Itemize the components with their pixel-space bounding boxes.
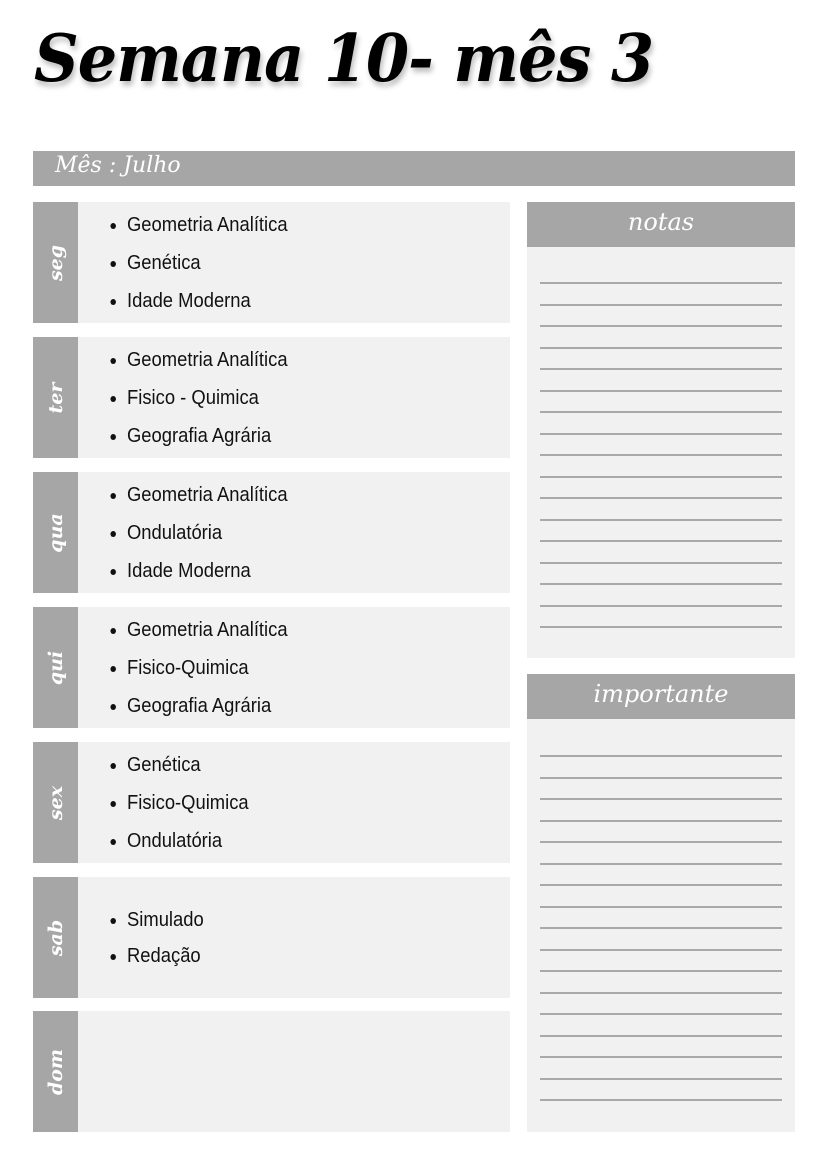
writing-line (540, 841, 782, 843)
writing-line (540, 862, 782, 865)
writing-line (540, 518, 782, 521)
month-bar: Mês : Julho (33, 151, 795, 186)
writing-line (540, 755, 782, 757)
writing-line (540, 1013, 782, 1015)
day-row-dom: dom (33, 1011, 510, 1132)
important-header: importante (527, 674, 795, 719)
task-list: Geometria AnalíticaGenéticaIdade Moderna (105, 206, 302, 320)
day-label: dom (44, 1048, 67, 1095)
task-item: Ondulatória (127, 822, 249, 860)
task-list: SimuladoRedação (105, 902, 210, 974)
task-item: Fisico - Quimica (127, 379, 288, 417)
task-item: Idade Moderna (127, 282, 288, 320)
day-label-strip: seg (33, 202, 78, 323)
task-item: Geometria Analítica (127, 611, 288, 649)
day-label: seg (44, 244, 67, 281)
day-row-qui: qui Geometria AnalíticaFisico-QuimicaGeog… (33, 607, 510, 728)
writing-line (540, 819, 782, 822)
writing-line (540, 1056, 782, 1058)
day-label: qui (44, 650, 67, 685)
day-row-qua: qua Geometria AnalíticaOndulatóriaIdade M… (33, 472, 510, 593)
task-item: Redação (127, 938, 204, 974)
task-item: Simulado (127, 902, 204, 938)
writing-line (540, 325, 782, 327)
writing-line (540, 432, 782, 435)
task-item: Fisico-Quimica (127, 784, 249, 822)
writing-line (540, 282, 782, 284)
page-title: Semana 10- mês 3 (34, 20, 654, 97)
writing-line (540, 411, 782, 413)
writing-line (540, 905, 782, 908)
day-label: sab (44, 919, 67, 956)
writing-line (540, 1099, 782, 1101)
day-label: qua (44, 512, 67, 553)
task-item: Genética (127, 746, 249, 784)
writing-line (540, 948, 782, 951)
task-item: Geometria Analítica (127, 341, 288, 379)
task-item: Geometria Analítica (127, 206, 288, 244)
task-item: Geografia Agrária (127, 687, 288, 725)
task-item: Geometria Analítica (127, 476, 288, 514)
writing-line (540, 346, 782, 349)
writing-line (540, 884, 782, 886)
writing-line (540, 1034, 782, 1037)
task-list: Geometria AnalíticaFisico - QuimicaGeogr… (105, 341, 302, 455)
task-item: Genética (127, 244, 288, 282)
task-list: Geometria AnalíticaFisico-QuimicaGeograf… (105, 611, 302, 725)
writing-line (540, 368, 782, 370)
notes-header: notas (527, 202, 795, 247)
writing-line (540, 583, 782, 585)
day-label-strip: sex (33, 742, 78, 863)
writing-line (540, 991, 782, 994)
notes-panel: notas (527, 202, 795, 658)
day-label-strip: qui (33, 607, 78, 728)
day-row-sex: sex GenéticaFisico-QuimicaOndulatória (33, 742, 510, 863)
task-item: Fisico-Quimica (127, 649, 288, 687)
task-item: Geografia Agrária (127, 417, 288, 455)
day-label-strip: ter (33, 337, 78, 458)
writing-line (540, 454, 782, 456)
day-label: ter (44, 382, 67, 413)
writing-line (540, 604, 782, 607)
task-list: GenéticaFisico-QuimicaOndulatória (105, 746, 259, 860)
day-row-ter: ter Geometria AnalíticaFisico - QuimicaGe… (33, 337, 510, 458)
writing-line (540, 561, 782, 564)
writing-line (540, 475, 782, 478)
writing-line (540, 540, 782, 542)
day-label-strip: sab (33, 877, 78, 998)
day-label: sex (44, 785, 67, 820)
day-row-seg: seg Geometria AnalíticaGenéticaIdade Mode… (33, 202, 510, 323)
day-label-strip: qua (33, 472, 78, 593)
writing-line (540, 798, 782, 800)
writing-line (540, 303, 782, 306)
writing-line (540, 927, 782, 929)
writing-line (540, 1077, 782, 1080)
writing-line (540, 497, 782, 499)
day-row-sab: sab SimuladoRedação (33, 877, 510, 998)
important-panel: importante (527, 674, 795, 1132)
writing-line (540, 970, 782, 972)
day-label-strip: dom (33, 1011, 78, 1132)
writing-line (540, 626, 782, 628)
month-label: Mês : Julho (55, 153, 181, 178)
writing-line (540, 389, 782, 392)
writing-line (540, 776, 782, 779)
task-list: Geometria AnalíticaOndulatóriaIdade Mode… (105, 476, 302, 590)
task-item: Idade Moderna (127, 552, 288, 590)
task-item: Ondulatória (127, 514, 288, 552)
